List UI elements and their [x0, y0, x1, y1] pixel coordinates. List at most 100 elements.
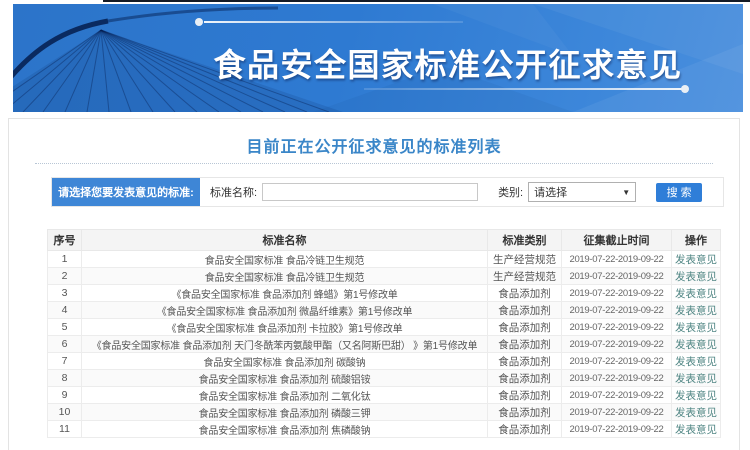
section-title: 目前正在公开征求意见的标准列表 [246, 139, 502, 156]
cell-action: 发表意见 [671, 284, 721, 302]
cell-index: 4 [47, 301, 82, 319]
table-row: 7 食品安全国家标准 食品添加剂 碳酸钠 食品添加剂 2019-07-22-2019-… [47, 352, 721, 370]
cell-deadline: 2019-07-22-2019-09-22 [561, 420, 672, 438]
cell-standard-name: 食品安全国家标准 食品添加剂 硫酸铝铵 [81, 369, 488, 387]
cell-action: 发表意见 [671, 352, 721, 370]
category-selected-value: 请选择 [534, 187, 568, 199]
page-top-border [103, 0, 750, 2]
cell-deadline: 2019-07-22-2019-09-22 [561, 335, 672, 353]
publish-opinion-link[interactable]: 发表意见 [675, 406, 717, 419]
publish-opinion-link[interactable]: 发表意见 [675, 321, 717, 334]
cell-deadline: 2019-07-22-2019-09-22 [561, 284, 672, 302]
publish-opinion-link[interactable]: 发表意见 [675, 270, 717, 283]
table-row: 11 食品安全国家标准 食品添加剂 焦磷酸钠 食品添加剂 2019-07-22-201… [47, 420, 721, 438]
cell-standard-name: 食品安全国家标准 食品冷链卫生规范 [81, 250, 488, 268]
standard-name-input[interactable] [262, 183, 479, 201]
publish-opinion-link[interactable]: 发表意见 [675, 372, 717, 385]
chevron-down-icon: ▼ [622, 187, 631, 197]
publish-opinion-link[interactable]: 发表意见 [675, 253, 717, 266]
cell-category: 食品添加剂 [487, 301, 562, 319]
table-row: 5 《食品安全国家标准 食品添加剂 卡拉胶》第1号修改单 食品添加剂 2019-07-… [47, 318, 721, 336]
search-prompt-label: 请选择您要发表意见的标准: [52, 178, 200, 206]
cell-category: 食品添加剂 [487, 420, 562, 438]
cell-category: 食品添加剂 [487, 284, 562, 302]
publish-opinion-link[interactable]: 发表意见 [675, 355, 717, 368]
table-row: 8 食品安全国家标准 食品添加剂 硫酸铝铵 食品添加剂 2019-07-22-2019… [47, 369, 721, 387]
cell-action: 发表意见 [671, 386, 721, 404]
cell-standard-name: 食品安全国家标准 食品添加剂 焦磷酸钠 [81, 420, 488, 438]
cell-index: 5 [47, 318, 82, 336]
table-row: 4 《食品安全国家标准 食品添加剂 微晶纤维素》第1号修改单 食品添加剂 2019-0… [47, 301, 721, 319]
cell-category: 食品添加剂 [487, 335, 562, 353]
category-label: 类别: [498, 187, 524, 199]
cell-standard-name: 《食品安全国家标准 食品添加剂 天门冬酰苯丙氨酸甲酯（又名阿斯巴甜） 》第1号修… [81, 335, 488, 353]
search-bar: 请选择您要发表意见的标准: 标准名称: 类别: 请选择 ▼ 搜 索 [51, 177, 724, 207]
page-title: 食品安全国家标准公开征求意见 [213, 47, 683, 83]
standard-name-label: 标准名称: [210, 187, 258, 199]
publish-opinion-link[interactable]: 发表意见 [675, 423, 717, 436]
cell-index: 10 [47, 403, 82, 421]
publish-opinion-link[interactable]: 发表意见 [675, 287, 717, 300]
cell-deadline: 2019-07-22-2019-09-22 [561, 250, 672, 268]
cell-index: 9 [47, 386, 82, 404]
deco-line-top [204, 21, 463, 23]
cell-index: 6 [47, 335, 82, 353]
publish-opinion-link[interactable]: 发表意见 [675, 304, 717, 317]
cell-index: 3 [47, 284, 82, 302]
cell-category: 生产经营规范 [487, 250, 562, 268]
deco-dot-right [681, 85, 689, 93]
cell-standard-name: 《食品安全国家标准 食品添加剂 蜂蜡》第1号修改单 [81, 284, 488, 302]
cell-standard-name: 《食品安全国家标准 食品添加剂 微晶纤维素》第1号修改单 [81, 301, 488, 319]
table-row: 1 食品安全国家标准 食品冷链卫生规范 生产经营规范 2019-07-22-2019-… [47, 250, 721, 268]
table-row: 9 食品安全国家标准 食品添加剂 二氧化钛 食品添加剂 2019-07-22-2019… [47, 386, 721, 404]
publish-opinion-link[interactable]: 发表意见 [675, 389, 717, 402]
cell-deadline: 2019-07-22-2019-09-22 [561, 301, 672, 319]
cell-deadline: 2019-07-22-2019-09-22 [561, 352, 672, 370]
deco-line-bottom [364, 88, 685, 90]
table-row: 6 《食品安全国家标准 食品添加剂 天门冬酰苯丙氨酸甲酯（又名阿斯巴甜） 》第1号… [47, 335, 721, 353]
dotted-separator [35, 163, 713, 164]
cell-action: 发表意见 [671, 369, 721, 387]
book-pages-art [13, 4, 743, 112]
cell-category: 食品添加剂 [487, 403, 562, 421]
header-standard-name: 标准名称 [81, 229, 488, 251]
cell-index: 1 [47, 250, 82, 268]
cell-index: 2 [47, 267, 82, 285]
cell-action: 发表意见 [671, 267, 721, 285]
cell-category: 食品添加剂 [487, 386, 562, 404]
header-deadline: 征集截止时间 [561, 229, 672, 251]
cell-standard-name: 食品安全国家标准 食品添加剂 碳酸钠 [81, 352, 488, 370]
cell-category: 食品添加剂 [487, 318, 562, 336]
cell-index: 8 [47, 369, 82, 387]
table-header-row: 序号 标准名称 标准类别 征集截止时间 操作 [47, 229, 721, 251]
search-button[interactable]: 搜 索 [656, 182, 703, 202]
cell-action: 发表意见 [671, 250, 721, 268]
cell-standard-name: 食品安全国家标准 食品冷链卫生规范 [81, 267, 488, 285]
cell-category: 生产经营规范 [487, 267, 562, 285]
header-category: 标准类别 [487, 229, 562, 251]
cell-category: 食品添加剂 [487, 352, 562, 370]
standards-table: 序号 标准名称 标准类别 征集截止时间 操作 1 食品安全国家标准 食品冷链卫生规… [47, 229, 721, 438]
cell-deadline: 2019-07-22-2019-09-22 [561, 369, 672, 387]
cell-category: 食品添加剂 [487, 369, 562, 387]
cell-deadline: 2019-07-22-2019-09-22 [561, 403, 672, 421]
header-action: 操作 [671, 229, 721, 251]
category-select[interactable]: 请选择 ▼ [528, 182, 637, 202]
cell-action: 发表意见 [671, 318, 721, 336]
cell-standard-name: 食品安全国家标准 食品添加剂 磷酸三钾 [81, 403, 488, 421]
table-row: 10 食品安全国家标准 食品添加剂 磷酸三钾 食品添加剂 2019-07-22-201… [47, 403, 721, 421]
table-row: 2 食品安全国家标准 食品冷链卫生规范 生产经营规范 2019-07-22-2019-… [47, 267, 721, 285]
header-index: 序号 [47, 229, 82, 251]
deco-dot-left [195, 18, 203, 26]
cell-action: 发表意见 [671, 420, 721, 438]
cell-action: 发表意见 [671, 335, 721, 353]
cell-deadline: 2019-07-22-2019-09-22 [561, 267, 672, 285]
cell-index: 7 [47, 352, 82, 370]
content-panel: 目前正在公开征求意见的标准列表 请选择您要发表意见的标准: 标准名称: 类别: … [8, 118, 740, 450]
publish-opinion-link[interactable]: 发表意见 [675, 338, 717, 351]
standards-table-body: 1 食品安全国家标准 食品冷链卫生规范 生产经营规范 2019-07-22-2019-… [47, 250, 721, 438]
cell-deadline: 2019-07-22-2019-09-22 [561, 318, 672, 336]
cell-index: 11 [47, 420, 82, 438]
table-row: 3 《食品安全国家标准 食品添加剂 蜂蜡》第1号修改单 食品添加剂 2019-07-2… [47, 284, 721, 302]
cell-action: 发表意见 [671, 301, 721, 319]
